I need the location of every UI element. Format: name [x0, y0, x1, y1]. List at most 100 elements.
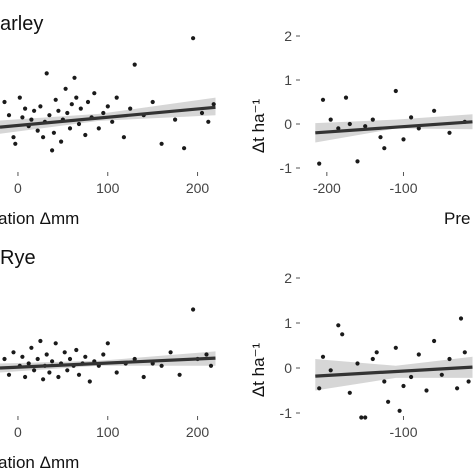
x-tick-label: -200	[313, 180, 341, 196]
data-point	[424, 388, 429, 393]
data-point	[63, 86, 68, 91]
data-point	[199, 110, 205, 116]
data-point	[447, 356, 452, 362]
data-point	[13, 141, 18, 146]
data-point	[159, 141, 164, 146]
x-tick-label: 200	[186, 180, 210, 196]
y-tick-label: 2	[284, 28, 292, 44]
data-point	[206, 119, 211, 124]
data-point	[72, 75, 77, 80]
x-tick-label: -100	[389, 424, 417, 440]
data-point	[35, 128, 40, 133]
x-tick-label: 0	[14, 180, 22, 196]
data-point	[432, 338, 437, 344]
data-point	[191, 36, 196, 41]
data-point	[182, 146, 187, 151]
x-tick-label: 100	[96, 180, 120, 196]
data-point	[44, 71, 49, 76]
x-axis-title: Pre	[444, 209, 470, 228]
data-point	[191, 307, 196, 312]
data-point	[44, 352, 49, 357]
data-point	[355, 361, 360, 366]
data-point	[347, 390, 352, 395]
data-point	[2, 356, 7, 362]
y-axis-title: Δt ha⁻¹	[249, 98, 268, 153]
data-point	[336, 323, 341, 328]
data-point	[53, 341, 58, 346]
data-point	[76, 372, 82, 377]
data-point	[462, 350, 467, 355]
data-point	[65, 110, 70, 116]
data-point	[466, 379, 471, 384]
data-point	[458, 316, 464, 321]
data-point	[11, 135, 16, 140]
plot-area: 0 100 200	[0, 307, 216, 440]
data-point	[370, 117, 375, 122]
panel-barley-precipitation: arley 0 100 200 ation Δmm	[0, 13, 216, 228]
data-point	[110, 119, 115, 124]
data-point	[56, 374, 61, 380]
data-point	[432, 108, 437, 113]
data-point	[92, 91, 97, 96]
data-point	[101, 110, 106, 116]
data-point	[114, 95, 119, 100]
data-point	[2, 99, 7, 105]
data-point	[378, 135, 383, 140]
data-point	[397, 408, 402, 413]
data-point	[47, 370, 52, 375]
data-point	[128, 106, 133, 111]
data-point	[132, 356, 137, 362]
y-tick-label: 0	[284, 360, 292, 376]
data-point	[320, 97, 326, 102]
data-point	[177, 372, 182, 377]
data-point	[31, 368, 37, 373]
y-tick-label: -1	[280, 160, 293, 176]
data-point	[20, 354, 25, 359]
data-point	[121, 135, 126, 140]
data-point	[317, 386, 322, 391]
data-point	[38, 104, 43, 109]
data-point	[340, 332, 345, 337]
data-point	[386, 399, 391, 404]
data-point	[96, 126, 101, 131]
data-point	[359, 415, 364, 420]
data-point	[114, 370, 119, 375]
data-point	[105, 104, 110, 109]
data-point	[101, 352, 106, 357]
data-point	[59, 139, 64, 144]
data-point	[62, 350, 67, 355]
data-point	[74, 347, 79, 353]
panel-title: Rye	[0, 247, 36, 269]
data-point	[382, 379, 387, 384]
data-point	[409, 115, 414, 120]
confidence-band	[315, 356, 473, 391]
data-point	[26, 361, 31, 366]
x-tick-label: -100	[389, 180, 417, 196]
plot-area: -1 0 1 2 -100	[280, 270, 473, 440]
data-point	[447, 130, 452, 135]
data-point	[47, 113, 52, 118]
data-point	[78, 106, 83, 111]
data-point	[35, 356, 40, 362]
data-point	[355, 159, 360, 164]
y-tick-label: 1	[284, 72, 292, 88]
data-point	[69, 102, 74, 107]
data-point	[132, 62, 137, 67]
y-tick-label: 1	[284, 315, 292, 331]
data-point	[83, 132, 88, 138]
x-axis-title: ation Δmm	[0, 209, 79, 228]
data-point	[204, 352, 209, 357]
data-point	[374, 350, 379, 355]
plot-area: -1 0 1 2 -200 -100	[280, 28, 473, 196]
data-point	[370, 356, 375, 362]
data-point	[328, 368, 333, 373]
data-point	[416, 352, 421, 357]
data-point	[409, 374, 414, 380]
data-point	[347, 121, 352, 127]
data-point	[56, 108, 61, 113]
x-axis-title: ation Δmm	[0, 453, 79, 472]
data-point	[53, 97, 58, 102]
data-point	[168, 350, 173, 355]
x-tick-label: 0	[14, 424, 22, 440]
data-point	[87, 379, 92, 384]
